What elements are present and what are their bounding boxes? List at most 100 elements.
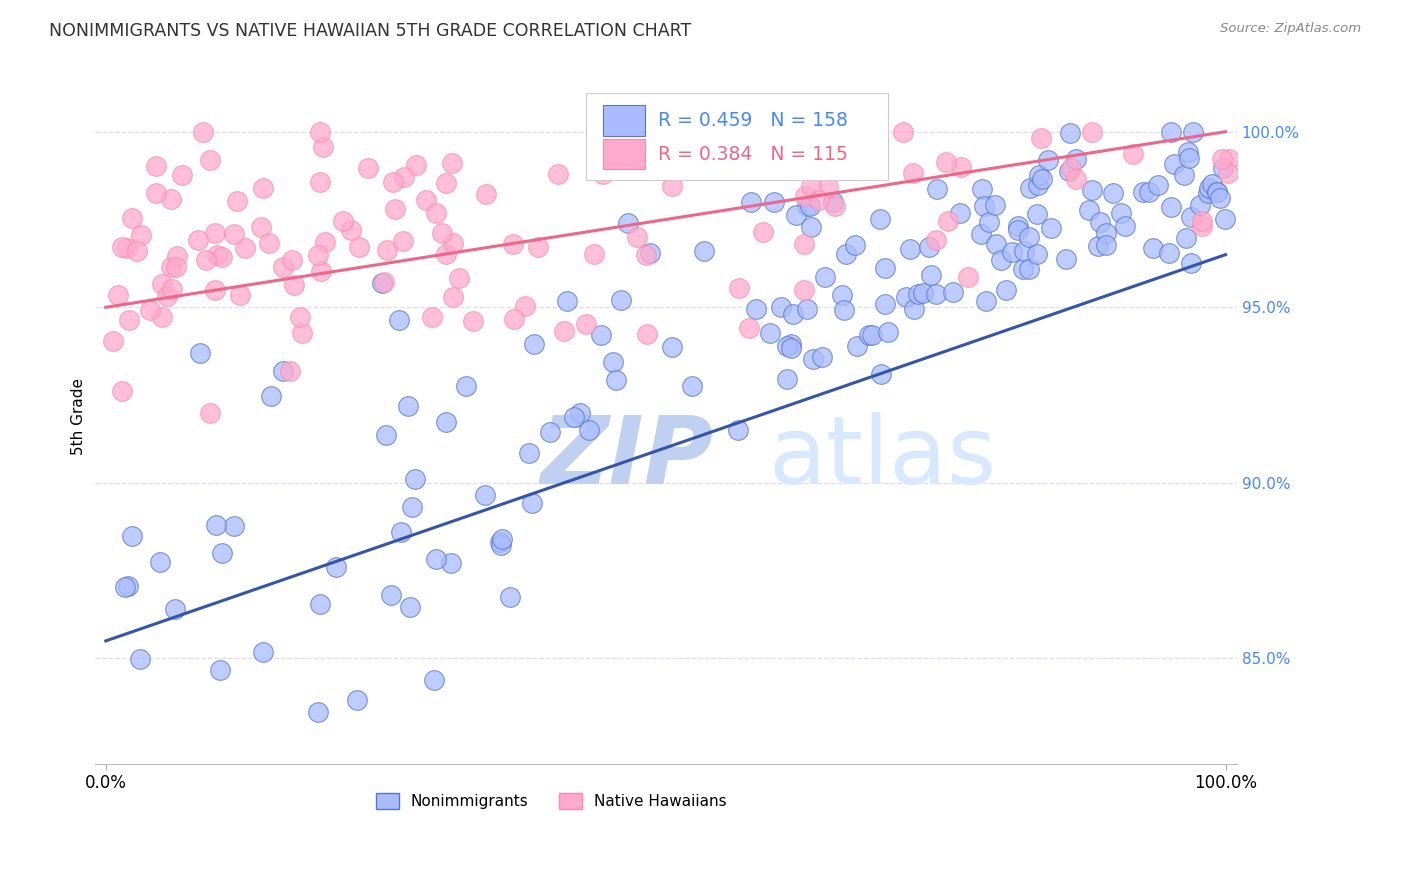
Point — [156, 289, 179, 303]
Text: atlas: atlas — [769, 412, 997, 504]
Point — [1026, 178, 1049, 192]
Point — [763, 194, 786, 209]
Point — [924, 233, 946, 247]
Point — [114, 581, 136, 595]
Point — [1137, 185, 1160, 199]
Point — [1081, 125, 1104, 139]
Point — [547, 167, 569, 181]
Point — [391, 234, 413, 248]
Point — [920, 268, 942, 282]
Point — [1114, 219, 1136, 233]
Point — [309, 125, 332, 139]
Point — [770, 146, 793, 161]
Point — [425, 205, 447, 219]
Point — [1007, 223, 1029, 237]
Point — [651, 157, 673, 171]
Point — [346, 692, 368, 706]
Point — [405, 158, 427, 172]
Point — [163, 602, 186, 616]
Point — [555, 294, 578, 309]
Point — [870, 367, 893, 381]
Point — [1205, 185, 1227, 199]
Point — [499, 591, 522, 605]
Point — [681, 379, 703, 393]
Point — [973, 199, 995, 213]
Point — [1081, 183, 1104, 197]
Point — [127, 244, 149, 259]
Point — [1111, 205, 1133, 219]
Point — [491, 533, 513, 547]
Point — [860, 328, 883, 343]
Point — [191, 125, 214, 139]
Point — [1191, 219, 1213, 234]
Point — [160, 260, 183, 275]
Point — [1177, 145, 1199, 160]
Point — [222, 227, 245, 242]
Point — [728, 280, 751, 294]
Point — [1018, 180, 1040, 194]
Point — [796, 199, 818, 213]
Point — [1031, 171, 1053, 186]
Point — [1018, 261, 1040, 276]
Point — [373, 275, 395, 289]
Text: R = 0.384   N = 115: R = 0.384 N = 115 — [658, 145, 848, 163]
Point — [950, 160, 973, 174]
Point — [384, 202, 406, 216]
Point — [107, 288, 129, 302]
Point — [738, 321, 761, 335]
Point — [994, 283, 1017, 297]
Point — [1180, 256, 1202, 270]
Point — [821, 194, 844, 209]
Point — [281, 252, 304, 267]
FancyBboxPatch shape — [603, 139, 645, 169]
Point — [800, 220, 823, 235]
Point — [271, 364, 294, 378]
Point — [357, 161, 380, 176]
Text: R = 0.459   N = 158: R = 0.459 N = 158 — [658, 112, 848, 130]
Point — [398, 600, 420, 615]
Point — [846, 339, 869, 353]
Point — [188, 346, 211, 360]
Point — [1191, 214, 1213, 228]
Point — [150, 277, 173, 291]
Point — [283, 278, 305, 293]
Point — [434, 415, 457, 429]
Point — [793, 189, 815, 203]
Point — [1088, 215, 1111, 229]
Point — [562, 409, 585, 424]
Point — [1018, 230, 1040, 244]
Point — [198, 153, 221, 167]
Point — [314, 235, 336, 250]
Point — [638, 246, 661, 260]
Point — [1205, 185, 1227, 199]
Point — [727, 423, 749, 437]
Point — [1121, 146, 1143, 161]
Point — [278, 364, 301, 378]
Point — [875, 261, 897, 276]
Point — [1078, 203, 1101, 218]
Point — [454, 379, 477, 393]
Point — [1040, 221, 1063, 235]
Point — [195, 252, 218, 267]
Point — [439, 556, 461, 570]
Point — [925, 182, 948, 196]
Point — [935, 155, 957, 169]
Point — [1198, 181, 1220, 195]
Point — [382, 175, 405, 189]
Point — [814, 270, 837, 285]
Point — [898, 242, 921, 256]
Point — [1157, 246, 1180, 260]
Point — [776, 372, 799, 386]
Point — [422, 673, 444, 687]
Point — [592, 167, 614, 181]
Point — [636, 326, 658, 341]
Point — [420, 310, 443, 324]
Point — [1178, 151, 1201, 165]
Point — [380, 588, 402, 602]
Point — [1059, 127, 1081, 141]
Point — [307, 705, 329, 719]
Point — [858, 328, 880, 343]
Point — [831, 288, 853, 302]
Point — [610, 293, 633, 307]
Point — [249, 219, 271, 234]
